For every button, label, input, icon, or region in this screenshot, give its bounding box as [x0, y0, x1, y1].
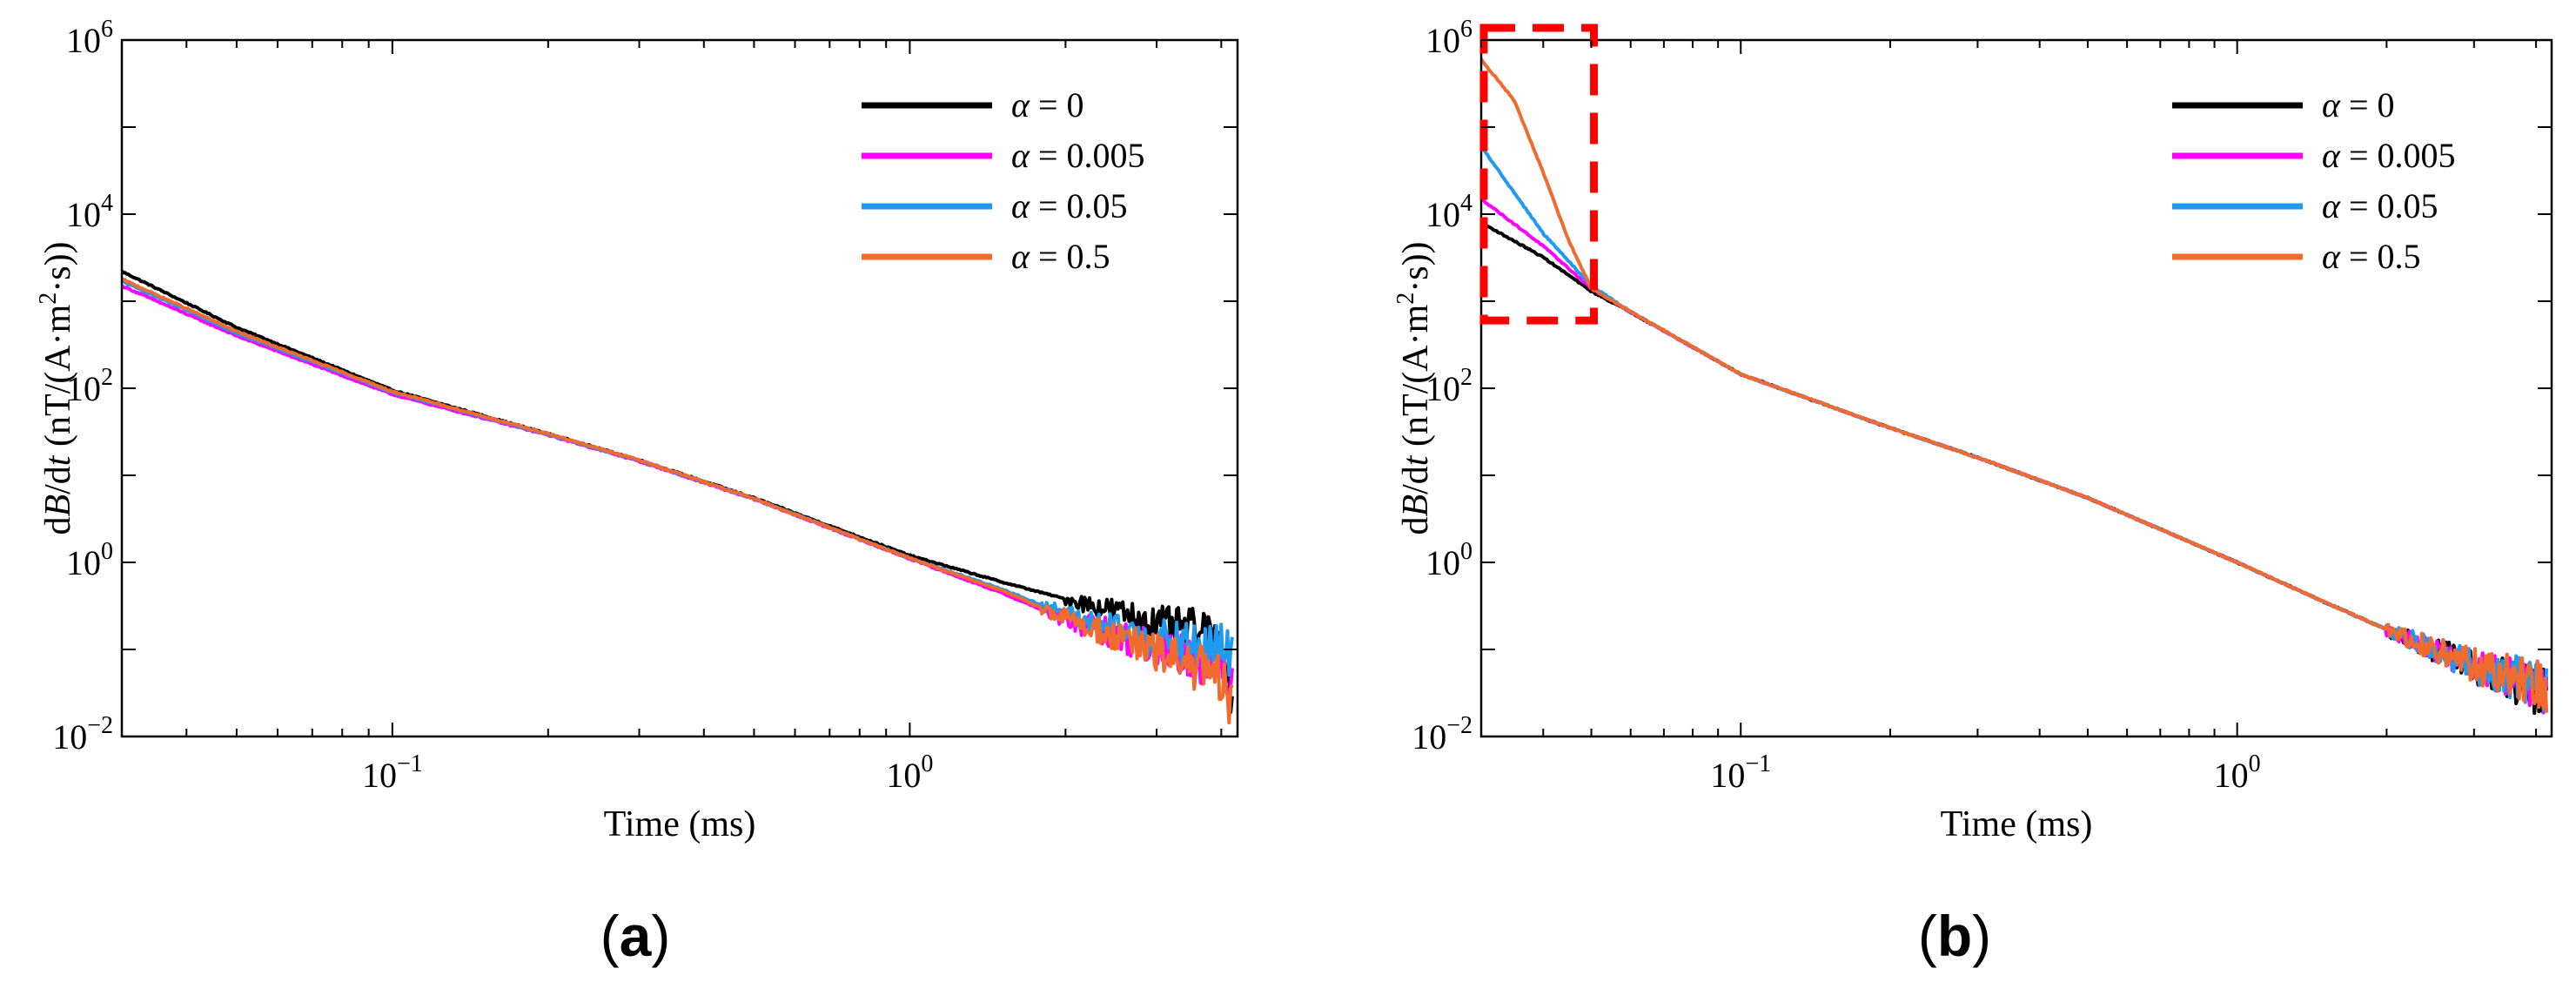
- axis-ticks: 10−1 100 10−2 100 102 104 106: [52, 16, 1238, 795]
- legend-entry: α = 0.5: [2322, 237, 2421, 276]
- y-tick-label: 106: [66, 16, 113, 60]
- annotation-layer: [1479, 24, 1599, 325]
- x-axis-label: Time (ms): [1941, 804, 2093, 844]
- series-line: [1481, 57, 2549, 713]
- axis-ticks: 10−1 100 10−2 100 102 104 106: [1412, 16, 2552, 795]
- x-tick-label: 100: [2214, 750, 2261, 795]
- y-tick-label: 102: [66, 364, 113, 408]
- legend-entry: α = 0.005: [2322, 136, 2456, 175]
- y-axis-label: dB/dt (nT/(A·m2·s)): [35, 241, 78, 535]
- highlight-box: [1479, 24, 1599, 325]
- panel-label-a: (a): [600, 904, 671, 968]
- legend-entry: α = 0: [1011, 85, 1084, 124]
- legend-entry: α = 0: [2322, 85, 2395, 124]
- x-tick-label: 10−1: [1710, 750, 1771, 795]
- y-tick-label: 106: [1426, 16, 1472, 60]
- legend-entry: α = 0.005: [1011, 136, 1145, 175]
- series-line: [1481, 221, 2549, 716]
- legend-entry: α = 0.05: [2322, 186, 2438, 225]
- panel-label-b: (b): [1918, 904, 1991, 968]
- y-tick-label: 100: [66, 538, 113, 582]
- y-tick-label: 10−2: [1412, 712, 1472, 757]
- y-axis-label: dB/dt (nT/(A·m2·s)): [1392, 241, 1436, 535]
- series-line: [122, 269, 1234, 715]
- y-tick-label: 104: [1426, 190, 1472, 234]
- x-axis-label: Time (ms): [604, 804, 756, 844]
- y-tick-label: 102: [1426, 364, 1472, 408]
- legend: α = 0 α = 0.005 α = 0.05 α = 0.5: [2172, 85, 2456, 276]
- legend: α = 0 α = 0.005 α = 0.05 α = 0.5: [862, 85, 1145, 276]
- series-line: [122, 277, 1234, 725]
- x-tick-label: 100: [886, 750, 933, 795]
- legend-entry: α = 0.05: [1011, 186, 1128, 225]
- series-layer: [1481, 57, 2549, 716]
- y-tick-label: 10−2: [52, 712, 113, 757]
- series-layer: [122, 269, 1234, 725]
- y-tick-label: 100: [1426, 538, 1472, 582]
- y-tick-label: 104: [66, 190, 113, 234]
- x-tick-label: 10−1: [362, 750, 423, 795]
- legend-entry: α = 0.5: [1011, 237, 1110, 276]
